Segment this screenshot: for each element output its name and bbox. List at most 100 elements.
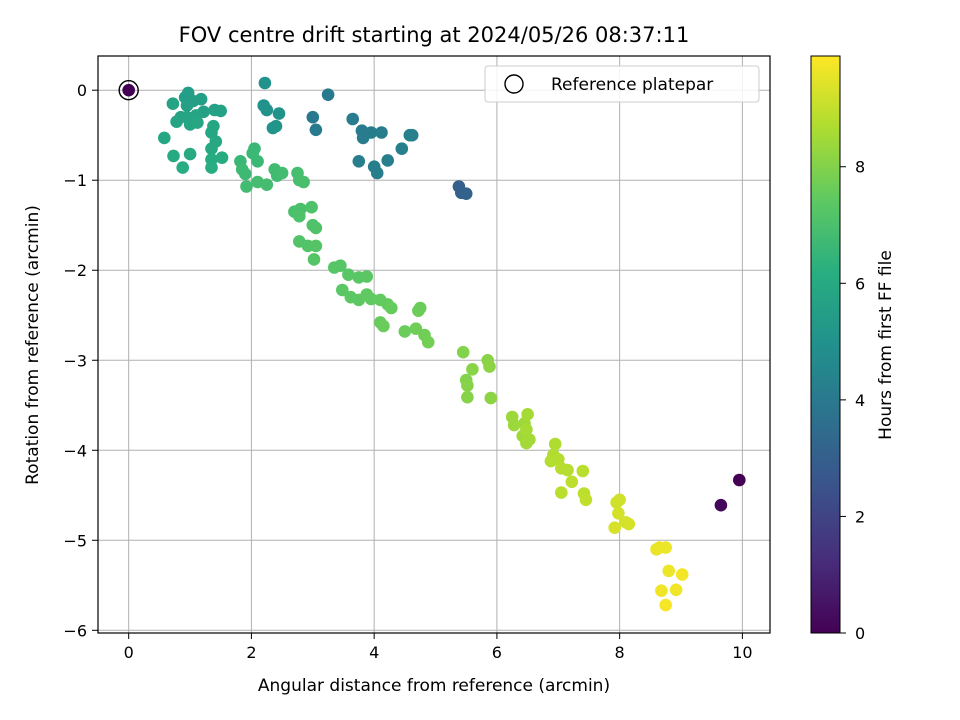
reference-platepar-marker xyxy=(118,80,139,101)
y-tick-label: −5 xyxy=(63,531,87,550)
y-axis-label: Rotation from reference (arcmin) xyxy=(23,205,43,485)
data-point xyxy=(307,253,321,266)
data-point xyxy=(613,493,626,507)
colorbar-tick-label: 6 xyxy=(855,274,865,293)
data-point xyxy=(167,149,180,163)
data-point xyxy=(461,379,474,392)
data-point xyxy=(385,301,398,315)
data-point xyxy=(306,110,320,124)
data-point xyxy=(305,200,318,214)
data-point xyxy=(612,507,625,520)
data-point xyxy=(275,166,289,180)
colorbar-gradient xyxy=(810,55,841,634)
data-point xyxy=(733,473,746,487)
x-tick-label: 6 xyxy=(492,643,502,662)
data-point xyxy=(398,325,412,338)
y-tick-label: −2 xyxy=(63,261,87,280)
data-point xyxy=(456,345,470,359)
data-point xyxy=(466,363,479,376)
data-point xyxy=(260,103,274,117)
data-point xyxy=(714,498,728,512)
x-tick-label: 2 xyxy=(246,643,256,662)
data-point xyxy=(377,319,390,333)
data-point xyxy=(523,433,536,446)
x-tick-label: 10 xyxy=(732,643,752,662)
data-point xyxy=(375,126,388,139)
y-tick-label: −4 xyxy=(63,441,87,460)
data-point xyxy=(240,180,253,193)
data-point xyxy=(421,335,435,349)
x-axis-label: Angular distance from reference (arcmin) xyxy=(258,676,610,696)
data-point xyxy=(576,464,590,478)
data-point xyxy=(461,390,474,404)
colorbar-tick-label: 2 xyxy=(855,507,865,526)
data-point xyxy=(309,239,323,253)
data-point xyxy=(260,178,274,191)
data-point xyxy=(565,475,579,489)
data-point xyxy=(258,76,272,90)
x-tick-label: 8 xyxy=(615,643,625,662)
data-point xyxy=(608,521,621,534)
data-point xyxy=(659,598,672,612)
colorbar-tick-label: 0 xyxy=(855,624,865,643)
y-tick-label: 0 xyxy=(77,81,87,100)
colorbar-label: Hours from first FF file xyxy=(876,250,896,440)
data-point xyxy=(251,155,264,168)
data-point xyxy=(183,147,197,161)
data-point xyxy=(659,541,672,554)
legend-box xyxy=(484,65,760,103)
y-tick-label: −1 xyxy=(63,171,87,190)
legend-marker xyxy=(504,74,524,94)
grid-lines xyxy=(98,56,770,633)
data-point xyxy=(561,463,574,477)
data-point xyxy=(662,564,675,578)
data-point xyxy=(309,221,323,235)
data-point xyxy=(520,423,533,436)
data-point xyxy=(336,283,349,297)
x-axis-ticks: 0 2 4 6 8 10 xyxy=(124,633,753,662)
data-point xyxy=(176,161,189,174)
data-point xyxy=(521,408,534,421)
y-axis-ticks: 0 −1 −2 −3 −4 −5 −6 xyxy=(63,81,98,640)
data-point xyxy=(548,437,562,451)
data-point xyxy=(484,391,498,405)
data-point xyxy=(364,292,378,306)
y-tick-label: −6 xyxy=(63,621,87,640)
data-point xyxy=(170,115,183,128)
data-point xyxy=(352,155,366,168)
data-point xyxy=(205,142,218,155)
data-point xyxy=(483,360,496,373)
data-point xyxy=(405,128,419,142)
data-point xyxy=(215,151,229,164)
data-point xyxy=(669,583,683,597)
data-point xyxy=(381,154,395,167)
data-point xyxy=(180,99,194,112)
data-point xyxy=(364,126,378,139)
data-point xyxy=(622,517,636,531)
data-point xyxy=(413,301,427,315)
scatter-points xyxy=(118,76,746,612)
chart-title: FOV centre drift starting at 2024/05/26 … xyxy=(179,23,690,47)
data-point xyxy=(166,97,180,110)
data-point xyxy=(370,166,384,180)
x-tick-label: 4 xyxy=(369,643,379,662)
data-point xyxy=(459,187,473,200)
colorbar-tick-label: 8 xyxy=(855,158,865,177)
colorbar-tick-label: 4 xyxy=(855,391,865,410)
y-tick-label: −3 xyxy=(63,351,87,370)
legend-entry-reference: Reference platepar xyxy=(551,75,713,95)
data-point xyxy=(194,92,208,106)
data-point xyxy=(579,493,593,507)
data-point xyxy=(507,418,521,432)
data-point xyxy=(334,259,347,273)
data-point xyxy=(655,584,668,597)
data-point xyxy=(191,116,204,129)
data-point xyxy=(360,270,374,283)
data-point xyxy=(293,209,306,223)
plot-frame xyxy=(97,55,771,634)
data-point xyxy=(321,88,335,101)
legend: Reference platepar xyxy=(484,65,760,103)
data-point xyxy=(555,486,568,499)
data-point xyxy=(346,112,360,126)
